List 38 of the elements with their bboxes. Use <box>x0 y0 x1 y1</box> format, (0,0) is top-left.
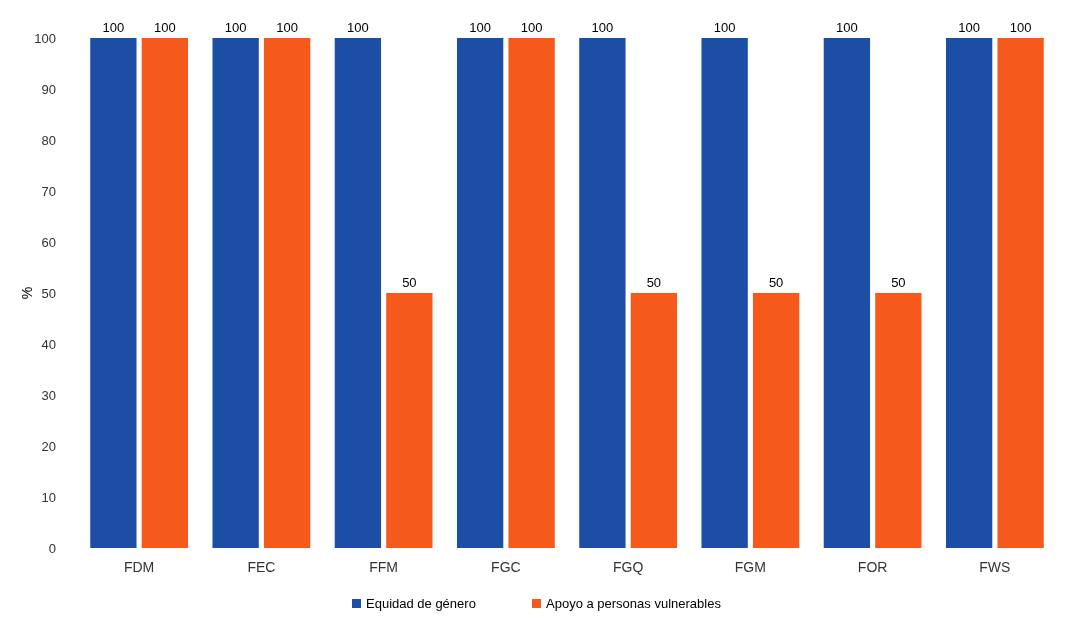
legend-label: Equidad de género <box>366 596 476 611</box>
y-tick-label: 80 <box>41 132 56 148</box>
data-label: 50 <box>402 275 417 290</box>
y-tick-label: 30 <box>41 387 56 403</box>
y-tick-label: 50 <box>41 285 56 301</box>
data-label: 100 <box>836 20 858 35</box>
y-tick-label: 40 <box>41 336 56 352</box>
y-axis-title: % <box>19 286 35 300</box>
y-tick-label: 0 <box>48 540 56 556</box>
data-label: 100 <box>591 20 614 35</box>
x-tick-label: FWS <box>979 559 1011 575</box>
y-tick-label: 70 <box>41 183 56 199</box>
data-label: 100 <box>469 20 491 35</box>
data-label: 50 <box>891 275 906 290</box>
y-tick-label: 60 <box>41 234 56 250</box>
data-label: 100 <box>154 20 176 35</box>
data-label: 100 <box>224 20 247 35</box>
y-tick-label: 100 <box>34 30 56 46</box>
y-tick-label: 90 <box>41 81 56 97</box>
legend-label: Apoyo a personas vulnerables <box>546 596 722 611</box>
data-label: 50 <box>646 275 662 290</box>
x-tick-label: FGM <box>734 559 766 575</box>
y-tick-label: 20 <box>41 438 56 454</box>
data-label: 100 <box>347 20 369 35</box>
x-tick-label: FOR <box>857 559 888 575</box>
data-label: 50 <box>768 275 784 290</box>
data-label: 100 <box>102 20 125 35</box>
data-label: 100 <box>1009 20 1032 35</box>
y-tick-label: 10 <box>41 489 56 505</box>
data-label: 100 <box>276 20 298 35</box>
data-label: 100 <box>520 20 543 35</box>
x-tick-label: FDM <box>123 559 155 575</box>
data-label: 100 <box>958 20 980 35</box>
x-tick-label: FGC <box>491 559 521 575</box>
data-label: 100 <box>713 20 736 35</box>
x-tick-label: FGQ <box>612 559 644 575</box>
x-tick-label: FFM <box>369 559 399 575</box>
x-tick-label: FEC <box>247 559 276 575</box>
